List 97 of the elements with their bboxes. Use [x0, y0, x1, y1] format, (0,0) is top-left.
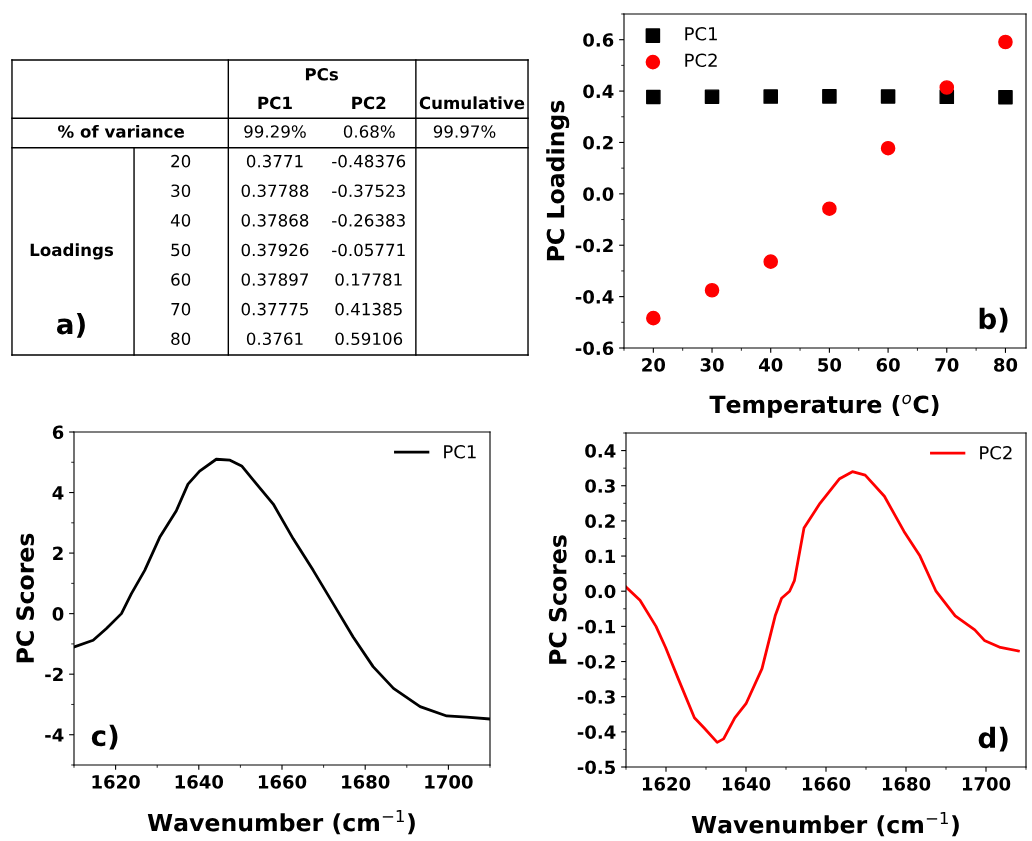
y-tick-label: -0.5: [577, 760, 616, 775]
y-axis-title: PC Scores: [16, 533, 35, 663]
x-tick-label: 80: [994, 358, 1018, 372]
y-tick-label: 80: [171, 332, 191, 346]
point: [939, 80, 955, 95]
data-label: 0.37868: [241, 214, 309, 227]
x-tick-label: 1620: [92, 775, 140, 789]
point: [704, 282, 720, 298]
x-tick-label: 1660: [802, 777, 851, 791]
y-tick-label: -0.4: [575, 290, 614, 304]
data-label: 0.59106: [335, 332, 403, 346]
data-label: -0.37523: [332, 184, 405, 198]
annotation: d): [978, 726, 1008, 752]
y-tick-label: -0.2: [577, 654, 615, 669]
point: [880, 140, 896, 156]
annotation: c): [91, 724, 118, 750]
x-tick-label: 60: [876, 358, 900, 372]
point: [646, 89, 661, 105]
y-tick-label: -0.4: [577, 725, 616, 739]
annotation: b): [979, 307, 1008, 333]
point: [998, 89, 1013, 105]
y-tick-label: 50: [171, 243, 191, 257]
y-tick-label: 6: [52, 425, 64, 440]
y-tick-label: 0.4: [583, 84, 614, 99]
y-tick-label: 0.6: [583, 33, 614, 47]
y-axis-title: PC Loadings: [546, 100, 570, 261]
y-axis-title: PC Scores: [548, 535, 567, 664]
y-tick-label: 0.3: [585, 479, 615, 493]
data-label: 0.37788: [241, 184, 309, 198]
y-tick-label: 0.2: [585, 514, 615, 529]
y-tick-label: 2: [53, 546, 63, 560]
x-tick-label: 1700: [962, 777, 1011, 791]
y-tick-label: 0.2: [583, 135, 613, 150]
y-tick-label: 0.0: [585, 584, 616, 599]
text: a): [57, 313, 85, 338]
y-tick-label: -2: [45, 667, 63, 682]
data-label: 0.3761: [246, 332, 303, 346]
x-tick-label: 30: [700, 358, 724, 372]
legend-label: PC2: [685, 53, 717, 68]
point: [880, 89, 896, 104]
data-label: 0.37897: [241, 273, 308, 286]
x-tick-label: Cumulative: [419, 96, 525, 110]
data-label: -0.05771: [332, 243, 405, 257]
point: [704, 89, 720, 105]
x-tick-label: 1640: [175, 775, 224, 789]
y-tick-label: -0.1: [577, 619, 616, 634]
x-axis-title: Wavenumber (cm$^{−1}$): [147, 810, 415, 835]
y-tick-label: 0.0: [583, 187, 614, 201]
text: 0.68%: [343, 125, 395, 138]
point: [822, 201, 837, 216]
data-label: -0.26383: [332, 214, 405, 227]
x-tick-label: 50: [818, 358, 842, 372]
y-tick-label: 70: [171, 302, 191, 316]
x-tick-label: 1680: [342, 775, 390, 789]
text: 99.97%: [433, 125, 496, 138]
x-tick-label: 70: [935, 358, 959, 372]
x-tick-label: PC1: [258, 96, 292, 110]
x-tick-label: PC2: [352, 96, 386, 110]
text: Loadings: [30, 243, 114, 260]
x-tick-label: 1620: [642, 777, 691, 791]
legend-label: PC1: [444, 444, 476, 459]
point: [763, 254, 778, 269]
legend-label: PC1: [685, 26, 717, 41]
x-tick-label: 1700: [425, 775, 473, 789]
y-tick-label: 0: [52, 607, 64, 621]
y-tick-label: 0.4: [585, 444, 616, 458]
x-tick-label: 1660: [258, 775, 307, 789]
text: % of variance: [58, 124, 185, 138]
point: [763, 89, 778, 104]
text: 99.29%: [244, 125, 306, 138]
x-tick-label: 1680: [882, 777, 931, 791]
data-label: 0.17781: [335, 273, 402, 286]
y-tick-label: -0.2: [575, 238, 613, 253]
data-label: -0.48376: [332, 154, 406, 168]
data-label: 0.3771: [246, 154, 303, 168]
x-axis-title: Wavenumber (cm$^{−1}$): [691, 812, 959, 837]
y-tick-label: 30: [171, 184, 191, 198]
y-tick-label: 4: [52, 486, 64, 500]
x-axis-title: Temperature ($^{o}$C): [709, 394, 939, 418]
y-tick-label: 40: [170, 214, 191, 227]
y-tick-label: -0.3: [577, 690, 615, 704]
y-tick-label: 60: [171, 273, 191, 286]
y-tick-label: 20: [171, 154, 191, 168]
y-tick-label: -0.6: [575, 341, 614, 356]
data-label: 0.41385: [335, 302, 402, 316]
data-label: 0.37775: [241, 302, 308, 316]
y-tick-label: 0.1: [585, 549, 616, 564]
point: [998, 34, 1013, 50]
y-tick-label: -4: [45, 728, 64, 742]
point: [646, 310, 661, 326]
x-tick-label: 20: [642, 358, 666, 372]
text: PCs: [305, 67, 338, 81]
data-label: 0.37926: [241, 243, 309, 257]
point: [822, 89, 837, 104]
legend-label: PC2: [980, 445, 1012, 460]
x-tick-label: 1640: [722, 777, 771, 791]
x-tick-label: 40: [758, 358, 783, 372]
